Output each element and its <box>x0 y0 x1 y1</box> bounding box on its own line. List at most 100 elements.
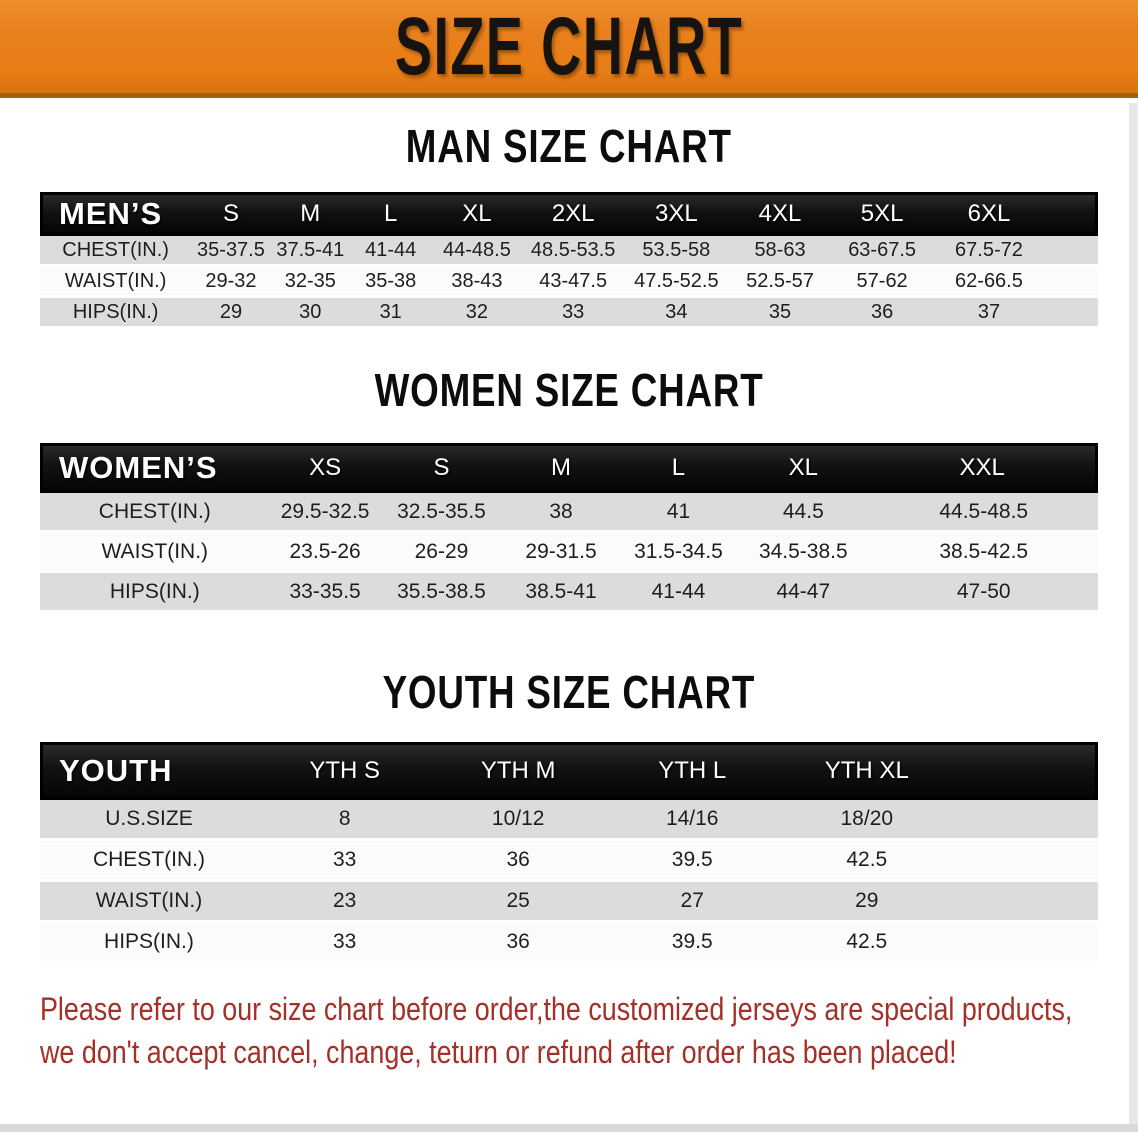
youth-hips-row: HIPS(IN.) 33 36 39.5 42.5 <box>40 923 1098 964</box>
size-cell: 37.5-41 <box>270 236 350 267</box>
bottom-edge-strip <box>0 1124 1138 1132</box>
size-cell: 34.5-38.5 <box>737 533 870 573</box>
spacer-cell <box>954 800 1098 841</box>
youth-table-label: YOUTH <box>40 742 258 800</box>
size-cell: 38-43 <box>431 267 523 298</box>
youth-size-table: YOUTH YTH S YTH M YTH L YTH XL U.S.SIZE … <box>40 742 1098 964</box>
size-cell: 35-37.5 <box>191 236 271 267</box>
youth-size-header-xl: YTH XL <box>779 742 955 800</box>
row-label: U.S.SIZE <box>40 800 258 841</box>
spacer-cell <box>1045 267 1098 298</box>
size-cell: 44-48.5 <box>431 236 523 267</box>
women-size-table: WOMEN’S XS S M L XL XXL CHEST(IN.) 29.5-… <box>40 443 1098 613</box>
size-cell: 47-50 <box>869 573 1098 613</box>
size-cell: 29 <box>779 882 955 923</box>
size-chart-banner: SIZE CHART <box>0 0 1138 98</box>
youth-size-header-m: YTH M <box>431 742 605 800</box>
size-cell: 33 <box>257 923 432 964</box>
size-cell: 31 <box>349 298 432 329</box>
men-chest-row: CHEST(IN.) 35-37.5 37.5-41 41-44 44-48.5… <box>40 236 1098 267</box>
size-cell: 10/12 <box>431 800 605 841</box>
size-cell: 42.5 <box>779 923 955 964</box>
size-cell: 44.5 <box>737 493 870 533</box>
youth-waist-row: WAIST(IN.) 23 25 27 29 <box>40 882 1098 923</box>
size-cell: 26-29 <box>380 533 503 573</box>
row-label: HIPS(IN.) <box>40 923 258 964</box>
youth-chest-row: CHEST(IN.) 33 36 39.5 42.5 <box>40 841 1098 882</box>
spacer-cell <box>954 742 1098 800</box>
men-waist-row: WAIST(IN.) 29-32 32-35 35-38 38-43 43-47… <box>40 267 1098 298</box>
spacer-cell <box>1045 298 1098 329</box>
spacer-cell <box>954 882 1098 923</box>
size-cell: 38.5-41 <box>502 573 620 613</box>
size-cell: 44-47 <box>737 573 870 613</box>
size-cell: 8 <box>257 800 432 841</box>
size-cell: 31.5-34.5 <box>619 533 738 573</box>
youth-size-header-l: YTH L <box>604 742 780 800</box>
size-cell: 25 <box>431 882 605 923</box>
size-cell: 27 <box>604 882 780 923</box>
spacer-cell <box>1045 192 1098 236</box>
women-table-label: WOMEN’S <box>40 443 270 493</box>
size-cell: 57-62 <box>831 267 933 298</box>
size-cell: 58-63 <box>728 236 832 267</box>
women-size-header-xxl: XXL <box>869 443 1098 493</box>
men-size-header-xl: XL <box>431 192 523 236</box>
banner-title: SIZE CHART <box>394 0 744 92</box>
size-cell: 44.5-48.5 <box>869 493 1098 533</box>
size-cell: 36 <box>831 298 933 329</box>
size-cell: 48.5-53.5 <box>522 236 624 267</box>
size-cell: 42.5 <box>779 841 955 882</box>
size-cell: 34 <box>623 298 729 329</box>
size-cell: 33 <box>257 841 432 882</box>
row-label: WAIST(IN.) <box>40 533 270 573</box>
men-size-header-s: S <box>191 192 271 236</box>
row-label: HIPS(IN.) <box>40 298 192 329</box>
size-cell: 32 <box>431 298 523 329</box>
size-cell: 30 <box>270 298 350 329</box>
spacer-cell <box>954 923 1098 964</box>
men-size-header-2xl: 2XL <box>522 192 624 236</box>
size-cell: 35 <box>728 298 832 329</box>
size-cell: 41 <box>619 493 738 533</box>
size-cell: 47.5-52.5 <box>623 267 729 298</box>
size-cell: 23 <box>257 882 432 923</box>
men-size-header-m: M <box>270 192 350 236</box>
size-cell: 33-35.5 <box>269 573 381 613</box>
spacer-cell <box>954 841 1098 882</box>
women-waist-row: WAIST(IN.) 23.5-26 26-29 29-31.5 31.5-34… <box>40 533 1098 573</box>
men-size-header-l: L <box>349 192 432 236</box>
men-header-row: MEN’S S M L XL 2XL 3XL 4XL 5XL 6XL <box>40 192 1098 236</box>
men-hips-row: HIPS(IN.) 29 30 31 32 33 34 35 36 37 <box>40 298 1098 329</box>
men-section-heading: MAN SIZE CHART <box>0 123 1138 169</box>
row-label: CHEST(IN.) <box>40 236 192 267</box>
size-cell: 18/20 <box>779 800 955 841</box>
women-size-header-xl: XL <box>737 443 870 493</box>
size-cell: 35.5-38.5 <box>380 573 503 613</box>
women-hips-row: HIPS(IN.) 33-35.5 35.5-38.5 38.5-41 41-4… <box>40 573 1098 613</box>
right-edge-strip <box>1129 103 1138 1132</box>
size-cell: 36 <box>431 923 605 964</box>
women-size-header-s: S <box>380 443 503 493</box>
women-header-row: WOMEN’S XS S M L XL XXL <box>40 443 1098 493</box>
size-cell: 67.5-72 <box>932 236 1046 267</box>
size-cell: 38.5-42.5 <box>869 533 1098 573</box>
row-label: WAIST(IN.) <box>40 882 258 923</box>
size-cell: 35-38 <box>349 267 432 298</box>
men-heading-text: MAN SIZE CHART <box>405 120 733 172</box>
size-cell: 29 <box>191 298 271 329</box>
row-label: CHEST(IN.) <box>40 841 258 882</box>
row-label: CHEST(IN.) <box>40 493 270 533</box>
size-cell: 14/16 <box>604 800 780 841</box>
youth-ussize-row: U.S.SIZE 8 10/12 14/16 18/20 <box>40 800 1098 841</box>
size-cell: 23.5-26 <box>269 533 381 573</box>
women-size-header-m: M <box>502 443 620 493</box>
size-cell: 53.5-58 <box>623 236 729 267</box>
size-cell: 36 <box>431 841 605 882</box>
size-cell: 62-66.5 <box>932 267 1046 298</box>
youth-heading-text: YOUTH SIZE CHART <box>382 666 756 718</box>
men-size-header-4xl: 4XL <box>728 192 832 236</box>
size-cell: 41-44 <box>349 236 432 267</box>
youth-section-heading: YOUTH SIZE CHART <box>0 669 1138 715</box>
size-cell: 32-35 <box>270 267 350 298</box>
